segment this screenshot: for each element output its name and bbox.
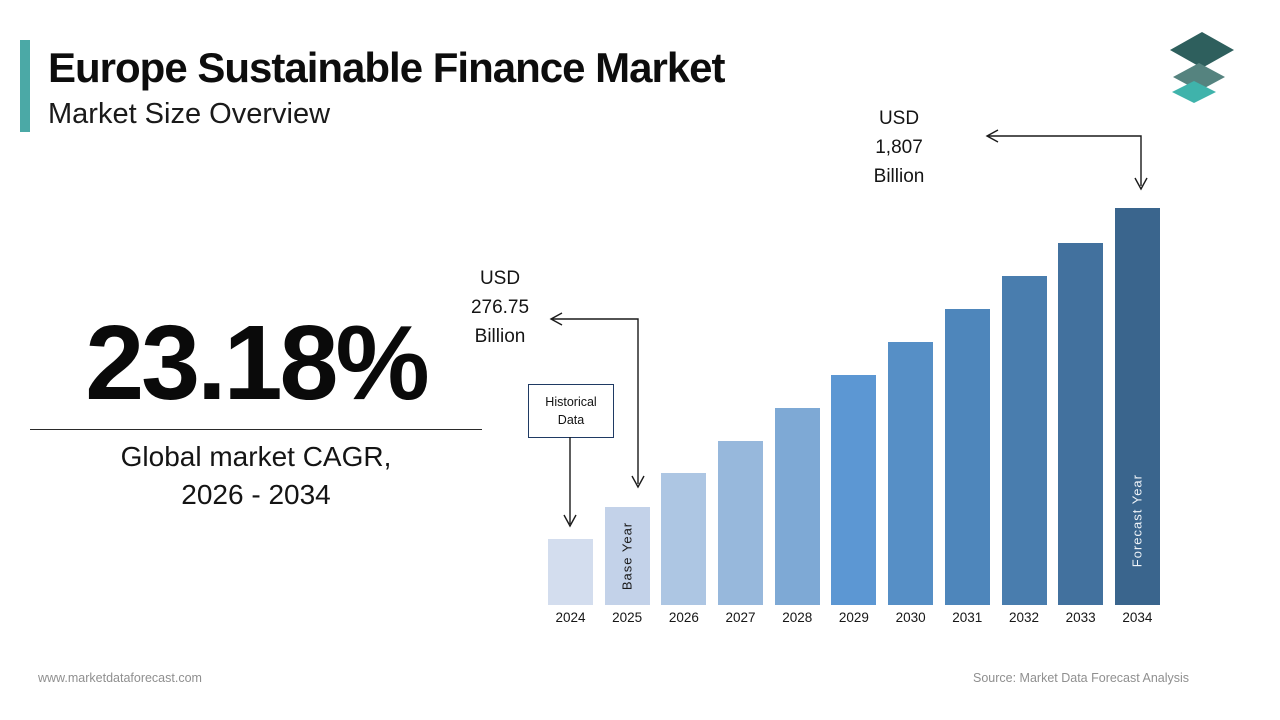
bar-2026 bbox=[661, 473, 707, 605]
bar-2033 bbox=[1058, 243, 1104, 605]
bar-2030 bbox=[888, 342, 934, 605]
forecast-value-line2: 1,807 bbox=[875, 137, 923, 158]
x-axis-label-2033: 2033 bbox=[1065, 610, 1096, 625]
x-axis-label-2026: 2026 bbox=[668, 610, 699, 625]
forecast-value-arrow-line bbox=[988, 135, 1142, 186]
bar-cell-2027: 2027 bbox=[718, 441, 764, 630]
stat-divider bbox=[30, 429, 482, 431]
bar-2032 bbox=[1001, 276, 1047, 605]
x-axis-label-2027: 2027 bbox=[725, 610, 756, 625]
bar-2034: Forecast Year bbox=[1114, 208, 1160, 605]
footer-website: www.marketdataforecast.com bbox=[38, 671, 202, 685]
logo-layer-top bbox=[1170, 32, 1234, 68]
bar-2028 bbox=[774, 408, 820, 605]
bar-2031 bbox=[944, 309, 990, 605]
bar-2025: Base Year bbox=[604, 507, 650, 605]
forecast-value-arrowhead-down bbox=[1134, 177, 1148, 191]
page-subtitle: Market Size Overview bbox=[48, 98, 331, 130]
bar-cell-2025: Base Year 2025 bbox=[604, 507, 650, 630]
base-year-label: Base Year bbox=[619, 521, 635, 591]
footer-source: Source: Market Data Forecast Analysis bbox=[973, 671, 1190, 685]
forecast-value-annotation: USD 1,807 Billion bbox=[844, 104, 954, 191]
bar-2029 bbox=[831, 375, 877, 605]
x-axis-label-2025: 2025 bbox=[612, 610, 643, 625]
bar-cell-2028: 2028 bbox=[774, 408, 820, 630]
bar-cell-2033: 2033 bbox=[1058, 243, 1104, 630]
cagr-caption-line2: 2026 - 2034 bbox=[181, 479, 331, 511]
base-value-line3: Billion bbox=[474, 326, 526, 347]
x-axis-label-2029: 2029 bbox=[838, 610, 869, 625]
bar-cell-2032: 2032 bbox=[1001, 276, 1047, 630]
bar-2027 bbox=[718, 441, 764, 605]
forecast-value-line3: Billion bbox=[873, 166, 925, 187]
base-year-value-annotation: USD 276.75 Billion bbox=[445, 264, 555, 351]
base-value-line1: USD bbox=[479, 268, 521, 289]
bar-cell-2031: 2031 bbox=[944, 309, 990, 630]
logo-layer-bottom bbox=[1172, 81, 1216, 103]
bar-cell-2029: 2029 bbox=[831, 375, 877, 630]
bar-cell-2026: 2026 bbox=[661, 473, 707, 630]
cagr-caption: Global market CAGR, 2026 - 2034 bbox=[28, 438, 484, 514]
title-accent-bar bbox=[20, 40, 30, 132]
forecast-year-label: Forecast Year bbox=[1129, 473, 1145, 567]
bar-cell-2030: 2030 bbox=[888, 342, 934, 630]
cagr-caption-line1: Global market CAGR, bbox=[120, 441, 392, 473]
forecast-value-line1: USD bbox=[878, 108, 920, 129]
market-data-forecast-logo-icon bbox=[1170, 32, 1234, 103]
cagr-value: 23.18% bbox=[85, 304, 430, 422]
bar-chart: 2024 Base Year 2025 2026 2027 2028 2029 2030 203… bbox=[548, 208, 1160, 630]
x-axis-label-2030: 2030 bbox=[895, 610, 926, 625]
cagr-stat-block: 23.18% Global market CAGR, 2026 - 2034 bbox=[28, 304, 484, 514]
bar-cell-2024: 2024 bbox=[548, 539, 593, 630]
bar-2024 bbox=[548, 539, 593, 605]
base-value-line2: 276.75 bbox=[470, 297, 530, 318]
x-axis-label-2034: 2034 bbox=[1122, 610, 1153, 625]
x-axis-label-2031: 2031 bbox=[952, 610, 983, 625]
x-axis-label-2024: 2024 bbox=[555, 610, 586, 625]
bar-cell-2034: Forecast Year 2034 bbox=[1114, 208, 1160, 630]
x-axis-label-2028: 2028 bbox=[782, 610, 813, 625]
forecast-value-arrowhead-left bbox=[985, 129, 999, 143]
logo-layer-middle bbox=[1173, 63, 1225, 91]
page-title: Europe Sustainable Finance Market bbox=[48, 44, 726, 91]
x-axis-label-2032: 2032 bbox=[1008, 610, 1040, 625]
